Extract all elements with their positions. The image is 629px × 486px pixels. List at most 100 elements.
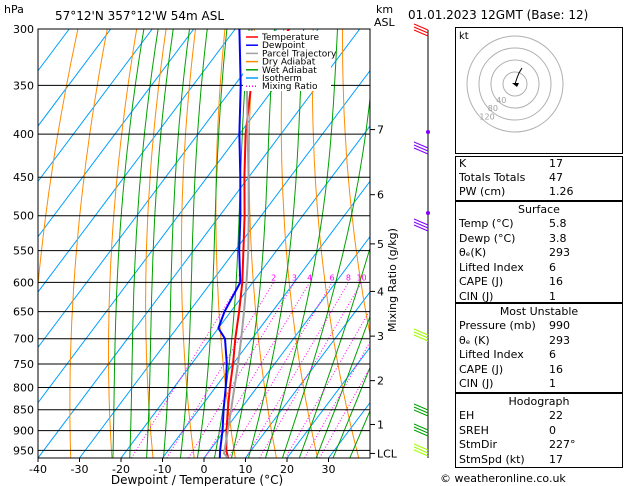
hodograph-ring-label: 80 [488,104,498,113]
wet-adiabat-line [129,29,159,458]
pw-label: PW (cm) [459,185,506,198]
mixing-ratio-label: 3 [292,273,297,282]
hodo-row: StmSpd (kt) 17 [455,453,623,467]
totals-totals-value: 47 [549,171,563,184]
legend-label: Isotherm [262,74,302,84]
mixing-ratio-line [188,282,295,458]
isotherm-line [38,29,195,238]
hodo-label: StmDir [459,438,498,451]
pressure-tick-label: 700 [13,333,34,346]
wind-marker [426,130,430,134]
wet-adiabat-line [112,29,145,458]
km-tick-label: 3 [377,330,384,343]
wind-barbs-column [413,23,430,458]
isotherm-line [286,346,370,458]
temp-tick-label: 10 [239,463,253,476]
skewt-chart: 1 2 3 4 6 8 10 15 20 25 TemperatureDewpointParcel… [4,3,450,486]
isotherm-line [38,29,112,127]
hodo-row: SREH 0 [455,424,623,438]
wet-adiabat-line [298,246,370,458]
mixing-ratio-line [319,366,370,458]
wet-adiabat-line [315,315,370,458]
pressure-tick-label: 400 [13,128,34,141]
dry-adiabat-line [341,29,370,337]
wind-marker [426,211,430,215]
wind-barb [413,334,429,342]
hodograph-ring-label: 40 [496,96,506,105]
dry-adiabat-line [248,29,277,458]
wind-barb [413,331,429,339]
km-tick-label: 5 [377,238,384,251]
km-tick-label: 4 [377,285,384,298]
dry-adiabat-line [280,29,319,458]
isotherm-line [162,180,370,458]
dry-adiabat-line [69,29,108,458]
wind-barb [413,147,429,155]
hodo-label: EH [459,409,475,422]
wind-barb [413,224,429,232]
surface-value: 293 [549,246,570,259]
km-tick-label: 1 [377,418,384,431]
unstable-value: 990 [549,319,570,332]
dry-adiabat-line [431,29,450,458]
isotherm-line [38,29,70,72]
series-line-dewpoint [217,29,242,458]
wind-barb [413,144,429,152]
hodograph-ring [490,59,540,109]
mixing-ratio-axis-title: Mixing Ratio (g/kg) [386,228,399,332]
surface-row: CAPE (J) 16 [455,275,623,289]
pressure-tick-label: 550 [13,245,34,258]
pressure-tick-label: 300 [13,23,34,36]
dry-adiabat-line [38,29,79,290]
hodo-value: 17 [549,452,563,466]
chart-axes: 3003504004505005506006507007508008509009… [13,23,398,476]
pressure-tick-label: 750 [13,358,34,371]
temp-tick-label: -10 [154,463,172,476]
storm-motion-marker [512,83,519,87]
unstable-value: 16 [549,362,563,376]
hodograph-ring [478,47,552,121]
mixing-ratio-label: 4 [307,273,312,282]
x-axis-title: Dewpoint / Temperature (°C) [111,473,283,486]
wind-barb [413,449,429,457]
unstable-label: Pressure (mb) [459,319,536,332]
surface-label: Temp (°C) [459,217,514,230]
hodograph-ring [466,35,564,133]
surface-row: CIN (J) 1 [455,290,623,304]
dry-adiabat-line [401,29,450,458]
pressure-tick-label: 600 [13,276,34,289]
pressure-tick-label: 350 [13,79,34,92]
asl-label: ASL [374,16,396,29]
temp-tick-label: -30 [71,463,89,476]
isotherm-line [38,29,236,293]
surface-label: Lifted Index [459,260,524,274]
mixing-ratio-line [204,282,311,458]
hodo-value: 0 [549,423,556,437]
dry-adiabat-line [215,29,236,458]
wet-adiabat-line [146,29,174,458]
wet-adiabat-line [349,409,370,458]
mixing-ratio-label: 25 [413,273,423,282]
unstable-row: θₑ (K) 293 [455,334,623,348]
surface-row: Lifted Index 6 [455,261,623,275]
pressure-tick-label: 800 [13,382,34,395]
pressure-tick-label: 900 [13,425,34,438]
wind-barb [413,141,429,149]
temp-tick-label: -20 [112,463,130,476]
isotherm-lines [38,29,370,458]
hodo-label: StmSpd (kt) [459,452,525,466]
surface-title: Surface [518,203,560,216]
unstable-value: 293 [549,333,570,347]
profile-series [217,29,290,458]
mixing-ratio-line [245,282,349,458]
hodograph-unit-label: kt [459,31,469,42]
hodograph-ring [502,71,528,97]
isotherm-line [38,29,319,404]
wet-adiabat-line [163,29,190,458]
mixing-ratio-line [166,282,275,458]
wind-barb [413,218,429,226]
isotherm-line [120,125,370,458]
hodograph-trace [512,67,523,87]
legend-label: Dewpoint [262,41,305,51]
